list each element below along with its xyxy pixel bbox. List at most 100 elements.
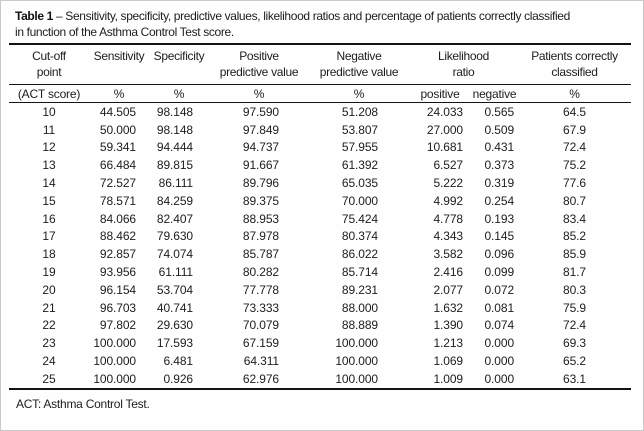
sensitivity-cell: 96.154 xyxy=(99,282,136,297)
lr-negative-cell: 0.081 xyxy=(484,300,515,315)
cutoff-cell: 23 xyxy=(42,336,56,351)
npv-cell: 100.000 xyxy=(335,336,378,351)
lr-positive-cell: 1.009 xyxy=(433,371,463,386)
npv-cell: 65.035 xyxy=(341,176,378,191)
subheader-correct-pct: % xyxy=(518,84,632,103)
npv-cell: 100.000 xyxy=(335,371,378,386)
lr-positive-cell: 27.000 xyxy=(426,122,463,137)
sensitivity-cell: 97.802 xyxy=(99,318,136,333)
caption-line-2: in function of the Asthma Control Test s… xyxy=(15,25,234,39)
cutoff-cell: 25 xyxy=(42,371,56,386)
subheader-sensitivity-pct: % xyxy=(89,84,149,103)
npv-cell: 53.807 xyxy=(341,122,378,137)
header-sensitivity: Sensitivity xyxy=(89,44,149,85)
npv-cell: 89.231 xyxy=(341,282,378,297)
header-likelihood-ratio: Likelihood ratio xyxy=(409,44,519,85)
npv-cell: 57.955 xyxy=(341,140,378,155)
npv-cell: 70.000 xyxy=(341,193,378,208)
header-patients-correct: Patients correctly classified xyxy=(518,44,632,85)
lr-negative-cell: 0.000 xyxy=(484,371,515,386)
lr-positive-cell: 4.343 xyxy=(433,229,463,244)
table-row: 17 88.462 79.630 87.978 80.374 4.343 0.1… xyxy=(9,228,631,246)
lr-negative-cell: 0.509 xyxy=(484,122,515,137)
correct-pct-cell: 65.2 xyxy=(563,354,586,369)
cutoff-cell: 22 xyxy=(42,318,56,333)
subheader-npv-pct: % xyxy=(309,84,409,103)
correct-pct-cell: 72.4 xyxy=(563,140,586,155)
header-specificity: Specificity xyxy=(149,44,209,85)
ppv-cell: 73.333 xyxy=(242,300,279,315)
cutoff-cell: 20 xyxy=(42,282,56,297)
lr-negative-cell: 0.074 xyxy=(484,318,515,333)
cutoff-cell: 18 xyxy=(42,247,56,262)
table-row: 24 100.000 6.481 64.311 100.000 1.069 0.… xyxy=(9,352,631,370)
sensitivity-cell: 92.857 xyxy=(99,247,136,262)
table-row: 15 78.571 84.259 89.375 70.000 4.992 0.2… xyxy=(9,192,631,210)
specificity-cell: 61.111 xyxy=(158,265,193,280)
lr-positive-cell: 6.527 xyxy=(433,158,463,173)
cutoff-cell: 10 xyxy=(42,104,56,119)
ppv-cell: 77.778 xyxy=(242,282,279,297)
npv-cell: 51.208 xyxy=(341,104,378,119)
lr-negative-cell: 0.096 xyxy=(484,247,515,262)
lr-positive-cell: 5.222 xyxy=(433,176,463,191)
table-row: 10 44.505 98.148 97.590 51.208 24.033 0.… xyxy=(9,103,631,121)
lr-positive-cell: 1.069 xyxy=(433,354,463,369)
subheader-act-score: (ACT score) xyxy=(9,84,89,103)
header-cutoff: Cut-off point xyxy=(9,44,89,85)
table-row: 13 66.484 89.815 91.667 61.392 6.527 0.3… xyxy=(9,156,631,174)
npv-cell: 88.000 xyxy=(341,300,378,315)
table-row: 25 100.000 0.926 62.976 100.000 1.009 0.… xyxy=(9,370,631,389)
lr-negative-cell: 0.193 xyxy=(484,211,515,226)
sensitivity-cell: 44.505 xyxy=(99,104,136,119)
subheader-lr-negative: negative xyxy=(471,84,519,103)
subheader-ppv-pct: % xyxy=(209,84,309,103)
cutoff-cell: 11 xyxy=(42,122,56,137)
sensitivity-cell: 72.527 xyxy=(99,176,136,191)
correct-pct-cell: 80.7 xyxy=(563,193,586,208)
sensitivity-cell: 100.000 xyxy=(93,354,136,369)
correct-pct-cell: 83.4 xyxy=(563,211,586,226)
npv-cell: 85.714 xyxy=(341,265,378,280)
lr-negative-cell: 0.000 xyxy=(484,354,515,369)
correct-pct-cell: 67.9 xyxy=(563,122,586,137)
npv-cell: 61.392 xyxy=(341,158,378,173)
lr-negative-cell: 0.373 xyxy=(484,158,515,173)
table-header: Cut-off point Sensitivity Specificity Po… xyxy=(9,44,632,103)
correct-pct-cell: 77.6 xyxy=(563,176,586,191)
cutoff-cell: 19 xyxy=(42,265,56,280)
specificity-cell: 98.148 xyxy=(156,104,193,119)
cutoff-cell: 14 xyxy=(42,176,56,191)
specificity-cell: 17.593 xyxy=(156,336,193,351)
sensitivity-cell: 78.571 xyxy=(99,193,136,208)
cutoff-cell: 24 xyxy=(42,354,56,369)
npv-cell: 86.022 xyxy=(341,247,378,262)
lr-negative-cell: 0.145 xyxy=(484,229,515,244)
table-row: 21 96.703 40.741 73.333 88.000 1.632 0.0… xyxy=(9,299,631,317)
table-row: 14 72.527 86.111 89.796 65.035 5.222 0.3… xyxy=(9,174,631,192)
correct-pct-cell: 75.2 xyxy=(563,158,586,173)
correct-pct-cell: 63.1 xyxy=(563,371,586,386)
ppv-cell: 67.159 xyxy=(242,336,279,351)
ppv-cell: 80.282 xyxy=(242,265,279,280)
specificity-cell: 6.481 xyxy=(163,354,193,369)
sensitivity-cell: 100.000 xyxy=(93,336,136,351)
cutoff-cell: 13 xyxy=(42,158,56,173)
ppv-cell: 70.079 xyxy=(242,318,279,333)
cutoff-cell: 15 xyxy=(42,193,56,208)
lr-positive-cell: 1.632 xyxy=(433,300,463,315)
lr-negative-cell: 0.431 xyxy=(484,140,515,155)
lr-positive-cell: 10.681 xyxy=(426,140,463,155)
lr-negative-cell: 0.000 xyxy=(484,336,515,351)
ppv-cell: 85.787 xyxy=(242,247,279,262)
sensitivity-cell: 93.956 xyxy=(99,265,136,280)
specificity-cell: 86.111 xyxy=(158,176,193,191)
sensitivity-cell: 50.000 xyxy=(99,122,136,137)
lr-positive-cell: 3.582 xyxy=(433,247,463,262)
cutoff-cell: 16 xyxy=(42,211,56,226)
lr-negative-cell: 0.072 xyxy=(484,282,515,297)
correct-pct-cell: 85.2 xyxy=(563,229,586,244)
lr-positive-cell: 1.390 xyxy=(433,318,463,333)
table-row: 20 96.154 53.704 77.778 89.231 2.077 0.0… xyxy=(9,281,631,299)
ppv-cell: 64.311 xyxy=(243,354,279,369)
